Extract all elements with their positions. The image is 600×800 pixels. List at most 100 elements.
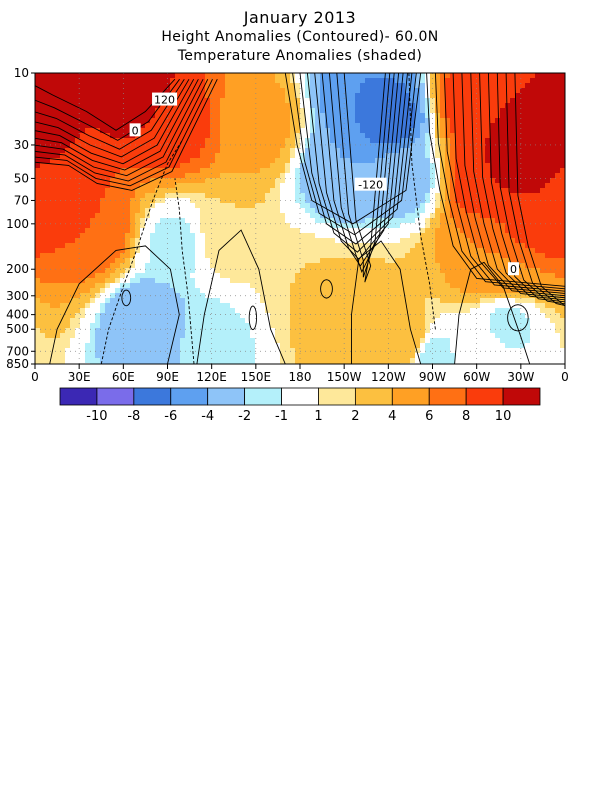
heat-cell <box>70 308 76 314</box>
heat-cell <box>80 78 86 84</box>
heat-cell <box>305 178 311 184</box>
heat-cell <box>450 293 456 299</box>
heat-cell <box>50 113 56 119</box>
heat-cell <box>160 203 166 209</box>
heat-cell <box>260 113 266 119</box>
heat-cell <box>90 248 96 254</box>
heat-cell <box>205 88 211 94</box>
heat-cell <box>190 138 196 144</box>
heat-cell <box>380 273 386 279</box>
heat-cell <box>375 133 381 139</box>
heat-cell <box>410 248 416 254</box>
heat-cell <box>180 248 186 254</box>
heat-cell <box>220 268 226 274</box>
heat-cell <box>540 203 546 209</box>
heat-cell <box>360 143 366 149</box>
heat-cell <box>115 263 121 269</box>
heat-cell <box>165 163 171 169</box>
heat-cell <box>95 283 101 289</box>
heat-cell <box>535 213 541 219</box>
heat-cell <box>240 133 246 139</box>
heat-cell <box>385 238 391 244</box>
heat-cell <box>510 138 516 144</box>
heat-cell <box>115 253 121 259</box>
heat-cell <box>365 198 371 204</box>
heat-cell <box>455 178 461 184</box>
heat-cell <box>355 138 361 144</box>
heat-cell <box>100 258 106 264</box>
heat-cell <box>340 248 346 254</box>
heat-cell <box>120 253 126 259</box>
heat-cell <box>420 158 426 164</box>
heat-cell <box>90 168 96 174</box>
heat-cell <box>325 138 331 144</box>
heat-cell <box>415 143 421 149</box>
heat-cell <box>510 233 516 239</box>
heat-cell <box>265 208 271 214</box>
heat-cell <box>435 223 441 229</box>
heat-cell <box>220 148 226 154</box>
heat-cell <box>65 118 71 124</box>
heat-cell <box>370 193 376 199</box>
heat-cell <box>55 123 61 129</box>
heat-cell <box>280 278 286 284</box>
heat-cell <box>150 243 156 249</box>
heat-cell <box>205 283 211 289</box>
heat-cell <box>190 98 196 104</box>
heat-cell <box>205 198 211 204</box>
heat-cell <box>250 103 256 109</box>
heat-cell <box>440 183 446 189</box>
heat-cell <box>45 128 51 134</box>
heat-cell <box>215 143 221 149</box>
heat-cell <box>245 103 251 109</box>
heat-cell <box>470 93 476 99</box>
heat-cell <box>350 268 356 274</box>
heat-cell <box>160 73 166 79</box>
heat-cell <box>145 253 151 259</box>
heat-cell <box>125 153 131 159</box>
heat-cell <box>420 278 426 284</box>
heat-cell <box>170 173 176 179</box>
heat-cell <box>85 103 91 109</box>
heat-cell <box>215 88 221 94</box>
heat-cell <box>440 88 446 94</box>
heat-cell <box>550 143 556 149</box>
heat-cell <box>40 73 46 79</box>
heat-cell <box>160 253 166 259</box>
heat-cell <box>185 283 191 289</box>
heat-cell <box>345 258 351 264</box>
heat-cell <box>65 83 71 89</box>
heat-cell <box>500 128 506 134</box>
heat-cell <box>480 278 486 284</box>
heat-cell <box>440 103 446 109</box>
heat-cell <box>95 138 101 144</box>
heat-cell <box>50 153 56 159</box>
heat-cell <box>275 108 281 114</box>
heat-cell <box>230 293 236 299</box>
heat-cell <box>300 213 306 219</box>
heat-cell <box>80 178 86 184</box>
heat-cell <box>280 303 286 309</box>
heat-cell <box>190 293 196 299</box>
heat-cell <box>185 198 191 204</box>
heat-cell <box>320 263 326 269</box>
heat-cell <box>340 263 346 269</box>
heat-cell <box>440 248 446 254</box>
heat-cell <box>175 78 181 84</box>
heat-cell <box>550 98 556 104</box>
heat-cell <box>150 298 156 304</box>
heat-cell <box>365 258 371 264</box>
heat-cell <box>360 93 366 99</box>
heat-cell <box>130 168 136 174</box>
heat-cell <box>245 213 251 219</box>
heat-cell <box>320 123 326 129</box>
heat-cell <box>80 193 86 199</box>
heat-cell <box>450 123 456 129</box>
heat-cell <box>480 188 486 194</box>
heat-cell <box>105 278 111 284</box>
heat-cell <box>210 238 216 244</box>
heat-cell <box>55 128 61 134</box>
heat-cell <box>430 233 436 239</box>
heat-cell <box>265 238 271 244</box>
heat-cell <box>195 183 201 189</box>
